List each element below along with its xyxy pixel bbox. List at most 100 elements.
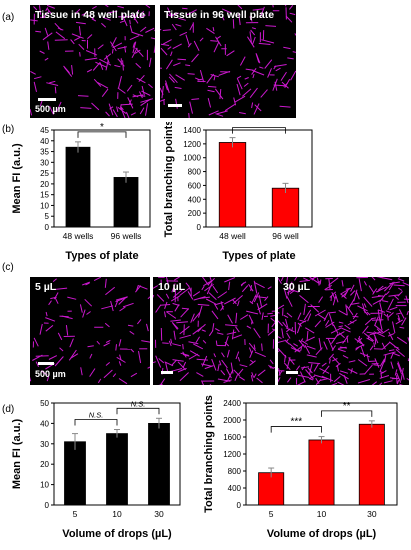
vessel-segment: [307, 367, 313, 374]
vessel-segment: [141, 85, 145, 96]
vessel-segment: [337, 348, 346, 353]
vessel-segment: [280, 71, 287, 81]
bar: [113, 177, 139, 228]
chart-branching-plate: 0 200 400 600 800 1000 1200 1400 48 well 96 well T…: [163, 122, 313, 262]
vessel-segment: [108, 103, 114, 116]
vessel-segment: [172, 289, 183, 298]
y-tick-label: 400: [188, 195, 202, 204]
vessel-segment: [396, 336, 408, 345]
vessel-segment: [359, 352, 370, 358]
y-axis-label: Mean FI (a.u.): [11, 143, 23, 214]
vessel-segment: [127, 324, 134, 327]
vessel-segment: [249, 360, 256, 366]
vessel-segment: [105, 111, 110, 117]
vessel-segment: [118, 339, 122, 347]
vessel-segment: [299, 295, 309, 304]
vessel-segment: [171, 359, 177, 366]
vessel-segment: [116, 106, 119, 113]
vessel-segment: [251, 68, 257, 75]
vessel-segment: [164, 311, 166, 318]
significance-bracket: *: [77, 122, 127, 138]
vessel-segment: [297, 374, 310, 378]
y-tick-label: 5: [45, 212, 50, 221]
vessel-segment: [173, 62, 181, 67]
vessel-segment: [267, 286, 272, 290]
vessel-segment: [208, 110, 219, 116]
vessel-segment: [187, 73, 195, 75]
micrograph-5ul: 5 µL 500 µm: [30, 277, 150, 385]
vessel-segment: [117, 5, 125, 9]
vessel-segment: [213, 41, 220, 53]
vessel-segment: [381, 300, 389, 303]
vessel-segment: [341, 280, 344, 287]
vessel-segment: [217, 363, 220, 372]
y-axis-label: Mean FI (a.u.): [11, 419, 23, 490]
vessel-segment: [380, 372, 383, 379]
vessel-segment: [287, 377, 292, 383]
vessel-segment: [257, 369, 266, 377]
vessel-segment: [226, 349, 230, 358]
vessel-segment: [179, 31, 188, 37]
vessel-segment: [175, 98, 178, 109]
vessel-segment: [368, 285, 375, 294]
vessel-segment: [392, 321, 396, 334]
vessel-segment: [118, 378, 128, 385]
vessel-segment: [379, 370, 384, 374]
vessel-segment: [221, 352, 225, 358]
vessel-segment: [129, 19, 131, 25]
vessel-segment: [158, 383, 163, 385]
y-tick-label: 50: [40, 399, 49, 408]
vessel-segment: [165, 293, 170, 299]
vessel-segment: [214, 328, 220, 332]
vessel-segment: [289, 281, 293, 288]
vessel-segment: [202, 323, 206, 328]
y-tick-label: 800: [188, 168, 202, 177]
vessel-segment: [255, 53, 260, 63]
vascular-network-image: [30, 5, 155, 118]
vessel-segment: [32, 354, 43, 361]
vessel-segment: [332, 356, 340, 365]
vessel-segment: [330, 327, 342, 334]
vessel-segment: [202, 340, 207, 344]
vessel-segment: [338, 321, 344, 324]
vessel-segment: [97, 378, 102, 384]
vessel-segment: [350, 284, 355, 292]
vessel-segment: [168, 76, 175, 83]
vessel-segment: [164, 301, 168, 309]
vessel-segment: [153, 361, 156, 364]
vessel-segment: [236, 77, 243, 90]
vessel-segment: [213, 75, 216, 81]
vessel-segment: [105, 339, 111, 343]
bracket-line: [232, 127, 286, 134]
vessel-segment: [374, 324, 384, 333]
vessel-segment: [270, 314, 275, 317]
vessel-segment: [323, 341, 328, 350]
vessel-segment: [335, 362, 341, 368]
vessel-segment: [42, 32, 53, 41]
vessel-segment: [251, 294, 257, 304]
vessel-segment: [116, 356, 126, 363]
vessel-segment: [165, 59, 173, 70]
vessel-segment: [330, 295, 332, 302]
vessel-segment: [170, 51, 173, 57]
vessel-segment: [137, 319, 142, 325]
vessel-segment: [322, 365, 330, 375]
vessel-segment: [230, 362, 234, 374]
vessel-segment: [295, 365, 301, 371]
y-tick-label: 2400: [223, 399, 241, 408]
vessel-segment: [234, 95, 246, 103]
vessel-segment: [357, 379, 371, 384]
vessel-segment: [207, 97, 212, 108]
vessel-segment: [383, 313, 388, 317]
vessel-segment: [212, 285, 219, 294]
vessel-segment: [35, 361, 40, 368]
vessel-segment: [140, 98, 153, 103]
vessel-segment: [204, 283, 214, 292]
vessel-segment: [352, 315, 359, 318]
vessel-segment: [239, 364, 248, 368]
vessel-segment: [86, 311, 91, 315]
vessel-segment: [396, 372, 402, 383]
vessel-segment: [387, 312, 394, 318]
vessel-segment: [85, 282, 90, 286]
vessel-segment: [388, 341, 400, 351]
